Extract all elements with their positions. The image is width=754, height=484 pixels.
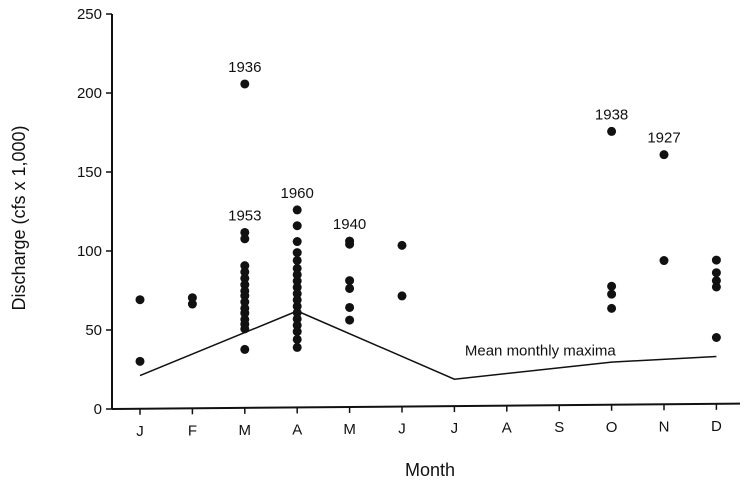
data-point: [292, 237, 302, 247]
x-tick-label: J: [398, 421, 406, 438]
data-point: [292, 314, 302, 324]
data-point: [240, 297, 250, 307]
data-point: [292, 295, 302, 305]
data-point: [711, 282, 721, 292]
y-tick-label: 250: [77, 6, 102, 23]
plot-area: 0 50 100 150 200 250 J F M A M J J A S O N D Mean monthly …: [77, 6, 741, 440]
x-axis-line: [111, 402, 741, 410]
year-label: 1927: [647, 130, 680, 147]
data-point: [345, 302, 355, 312]
data-point: [240, 344, 250, 354]
data-point: [292, 301, 302, 311]
x-tick-label: O: [606, 419, 618, 436]
data-point: [292, 263, 302, 273]
x-tick-label: S: [554, 419, 564, 436]
data-point: [607, 126, 617, 136]
data-point: [240, 280, 250, 290]
x-tick-label: A: [292, 421, 302, 438]
year-label: 1960: [281, 185, 314, 202]
y-tick-label: 200: [77, 85, 102, 102]
data-point: [135, 356, 145, 366]
data-point: [711, 255, 721, 265]
data-point: [292, 248, 302, 258]
mean-monthly-maxima-line: [139, 310, 717, 380]
data-point: [240, 291, 250, 301]
y-tick-label: 50: [85, 322, 102, 339]
data-point: [187, 299, 197, 309]
data-point: [607, 289, 617, 299]
data-point: [240, 273, 250, 283]
x-axis-title: Month: [405, 460, 455, 480]
data-point: [292, 308, 302, 318]
year-label: 1938: [595, 106, 628, 123]
x-tick-label: M: [239, 422, 252, 439]
year-label: 1936: [228, 59, 261, 76]
data-point: [345, 276, 355, 286]
data-point: [292, 289, 302, 299]
x-tick-label: A: [502, 420, 512, 437]
data-point: [240, 308, 250, 318]
data-point: [345, 283, 355, 293]
data-point: [292, 282, 302, 292]
x-tick-label: F: [188, 422, 197, 439]
data-point: [187, 293, 197, 303]
data-point: [292, 320, 302, 330]
data-point: [240, 234, 250, 244]
data-point: [711, 333, 721, 343]
data-point: [397, 291, 407, 301]
data-point: [292, 205, 302, 215]
data-point: [292, 327, 302, 337]
data-point: [659, 256, 669, 266]
x-tick-label: M: [343, 421, 356, 438]
data-point: [240, 227, 250, 237]
data-point: [292, 270, 302, 280]
data-point: [711, 276, 721, 286]
x-tick-label: J: [451, 420, 459, 437]
y-tick-label: 100: [77, 243, 102, 260]
x-tick-label: N: [659, 418, 670, 435]
year-label: 1953: [228, 207, 261, 224]
x-tick-label: D: [711, 418, 722, 435]
data-point: [607, 281, 617, 291]
data-point: [240, 324, 250, 334]
data-point: [345, 315, 355, 325]
y-tick-label: 0: [94, 401, 102, 418]
data-point: [711, 268, 721, 278]
data-point: [345, 239, 355, 249]
data-point: [292, 221, 302, 231]
data-point: [659, 150, 669, 160]
y-tick-label: 150: [77, 164, 102, 181]
data-point: [397, 240, 407, 250]
data-point: [240, 267, 250, 277]
x-tick-label: J: [136, 423, 144, 440]
data-point: [607, 303, 617, 313]
data-point: [240, 261, 250, 271]
data-point: [292, 334, 302, 344]
year-label: 1940: [333, 216, 366, 233]
data-point: [292, 255, 302, 265]
y-axis-title: Discharge (cfs x 1,000): [9, 125, 29, 310]
data-point: [292, 342, 302, 352]
data-point: [135, 295, 145, 305]
mean-monthly-maxima-label: Mean monthly maxima: [465, 342, 617, 359]
data-point: [240, 79, 250, 89]
data-point: [292, 276, 302, 286]
